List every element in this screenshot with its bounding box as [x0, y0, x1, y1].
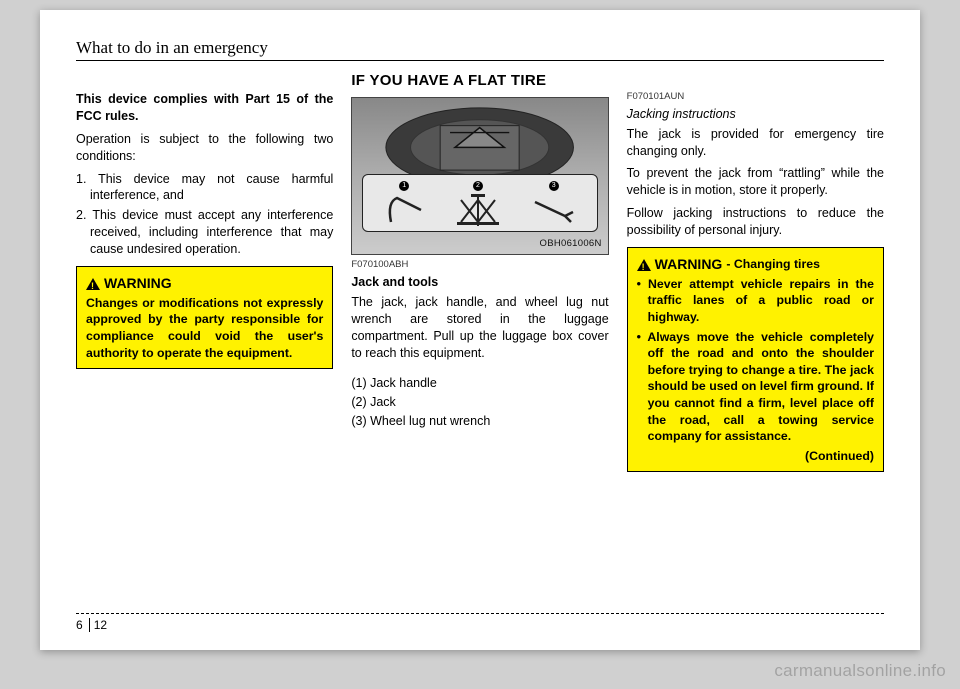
warning-box-fcc: WARNING Changes or modifications not exp…: [76, 266, 333, 369]
inset-label-3: 3: [549, 181, 559, 191]
jacking-p3: Follow jacking instructions to reduce th…: [627, 205, 884, 239]
warning-body: Changes or modifications not expressly a…: [86, 295, 323, 361]
warning-triangle-icon: [86, 278, 100, 290]
page-number: 12: [94, 618, 107, 632]
list-jack: (2) Jack: [351, 394, 608, 411]
warning-bullet-2: • Always move the vehicle completely off…: [637, 329, 874, 445]
jacking-p1: The jack is provided for emergency tire …: [627, 126, 884, 160]
content-columns: This device complies with Part 15 of the…: [76, 71, 884, 609]
fcc-intro: Operation is subject to the following tw…: [76, 131, 333, 165]
warning-triangle-icon: [637, 259, 651, 271]
inset-item-1: 1: [383, 181, 425, 226]
section-title-flat-tire: IF YOU HAVE A FLAT TIRE: [351, 71, 608, 91]
jacking-p2: To prevent the jack from “rattling” whil…: [627, 165, 884, 199]
jack-icon: [453, 192, 503, 226]
lug-wrench-icon: [531, 192, 577, 226]
figure-inset: 1 2 3: [362, 174, 597, 232]
page-footer: 6 12: [76, 613, 884, 632]
figure-code: OBH061006N: [540, 238, 602, 251]
warning-tires-label: WARNING: [655, 255, 723, 274]
figure-reference: F070100ABH: [351, 259, 608, 272]
page-header: What to do in an emergency: [76, 38, 884, 61]
warning-tires-title: WARNING - Changing tires: [637, 255, 874, 274]
jack-tools-heading: Jack and tools: [351, 274, 608, 291]
section-number: 6: [76, 618, 83, 632]
manual-page: What to do in an emergency This device c…: [40, 10, 920, 650]
column-1: This device complies with Part 15 of the…: [76, 71, 333, 609]
warning-tires-sub: - Changing tires: [726, 256, 820, 273]
inset-item-3: 3: [531, 181, 577, 226]
warning-label: WARNING: [104, 274, 172, 293]
jacking-heading: Jacking instructions: [627, 106, 884, 123]
watermark: carmanualsonline.info: [774, 661, 946, 681]
column-2: IF YOU HAVE A FLAT TIRE 1 2: [351, 71, 608, 609]
warning-bullet-1: • Never attempt vehicle repairs in the t…: [637, 276, 874, 326]
jacking-reference: F070101AUN: [627, 91, 884, 104]
header-title: What to do in an emergency: [76, 38, 884, 58]
footer-divider: [89, 618, 90, 632]
figure-jack-tools: 1 2 3 OBH061006N: [351, 97, 608, 255]
warning-title: WARNING: [86, 274, 323, 293]
fcc-item-2: 2. This device must accept any interfere…: [76, 207, 333, 258]
jack-handle-icon: [383, 192, 425, 226]
fcc-item-1: 1. This device may not cause harmful int…: [76, 171, 333, 205]
inset-label-1: 1: [399, 181, 409, 191]
fcc-compliance-bold: This device complies with Part 15 of the…: [76, 91, 333, 125]
inset-item-2: 2: [453, 181, 503, 226]
warning-continued: (Continued): [637, 448, 874, 465]
list-jack-handle: (1) Jack handle: [351, 375, 608, 392]
list-wrench: (3) Wheel lug nut wrench: [351, 413, 608, 430]
inset-label-2: 2: [473, 181, 483, 191]
column-3: F070101AUN Jacking instructions The jack…: [627, 71, 884, 609]
jack-tools-body: The jack, jack handle, and wheel lug nut…: [351, 294, 608, 362]
warning-box-tires: WARNING - Changing tires • Never attempt…: [627, 247, 884, 472]
